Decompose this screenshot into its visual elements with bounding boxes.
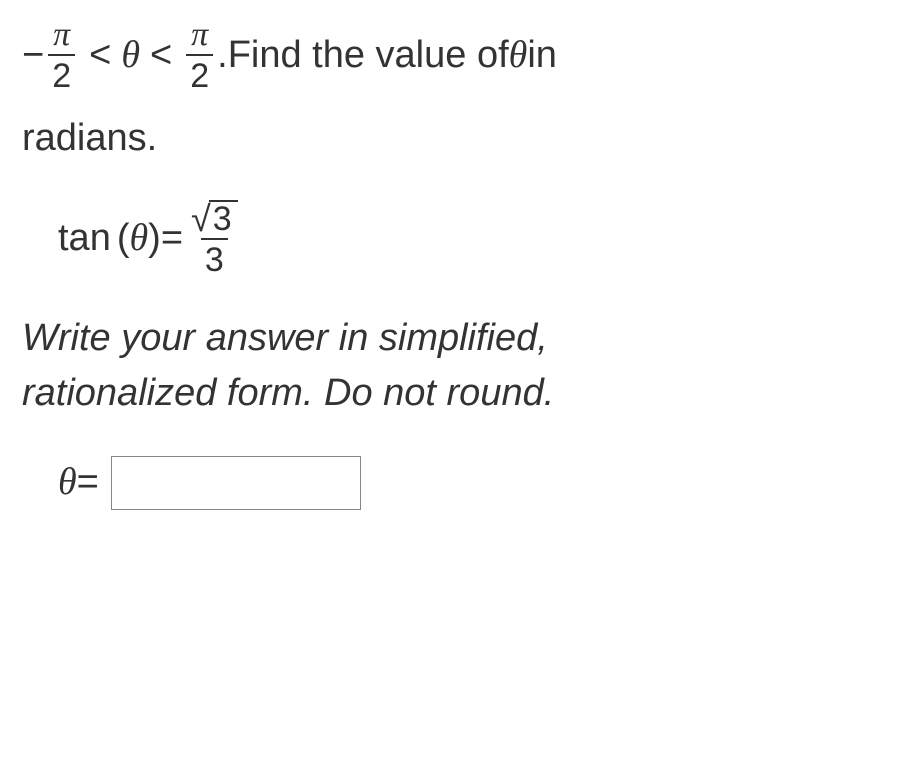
fraction-pi-over-2: π 2 xyxy=(186,18,213,93)
answer-row: θ = xyxy=(58,455,900,510)
fraction-denominator: 2 xyxy=(186,54,213,93)
radicand: 3 xyxy=(209,200,238,236)
fraction-numerator-sqrt: √ 3 xyxy=(187,200,242,238)
theta-variable: θ xyxy=(121,28,140,83)
answer-equals: = xyxy=(77,455,99,510)
theta-in-tan: θ xyxy=(129,211,148,266)
problem-statement-line1: − π 2 < θ < π 2 . Find the value of θ in xyxy=(22,18,900,93)
less-than-2: < xyxy=(150,28,172,83)
tan-function: tan xyxy=(58,211,111,266)
fraction-numerator: π xyxy=(49,18,74,54)
radical-icon: √ xyxy=(191,201,211,237)
fraction-denominator: 3 xyxy=(201,238,228,277)
negative-sign: − xyxy=(22,28,44,83)
period: . xyxy=(217,28,228,83)
instruction-line1: Write your answer in simplified, xyxy=(22,311,900,366)
fraction-neg-pi-over-2: π 2 xyxy=(48,18,75,93)
open-paren: ( xyxy=(117,211,130,266)
theta-variable-2: θ xyxy=(509,28,528,83)
instruction-line2: rationalized form. Do not round. xyxy=(22,366,900,421)
answer-instruction: Write your answer in simplified, rationa… xyxy=(22,311,900,421)
prompt-text-1: Find the value of xyxy=(228,28,509,83)
fraction-sqrt3-over-3: √ 3 3 xyxy=(187,200,242,277)
answer-input[interactable] xyxy=(111,456,361,510)
problem-statement-line2: radians. xyxy=(22,111,900,166)
equation-row: tan ( θ ) = √ 3 3 xyxy=(58,200,900,277)
less-than-1: < xyxy=(89,28,111,83)
fraction-numerator: π xyxy=(187,18,212,54)
close-paren: ) xyxy=(148,211,161,266)
square-root: √ 3 xyxy=(191,200,238,236)
theta-answer-label: θ xyxy=(58,455,77,510)
fraction-denominator: 2 xyxy=(48,54,75,93)
equals-sign: = xyxy=(161,211,183,266)
prompt-text-2: in xyxy=(527,28,557,83)
